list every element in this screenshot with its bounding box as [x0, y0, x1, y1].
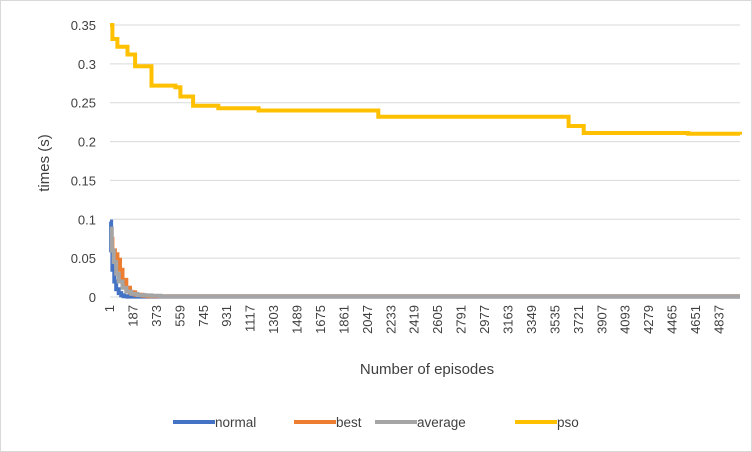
- y-tick-label: 0.05: [71, 251, 96, 266]
- series-line-pso: [110, 23, 742, 136]
- series-line-average: [109, 226, 740, 299]
- x-tick-label: 1: [102, 305, 117, 312]
- x-tick-label: 4279: [641, 305, 656, 334]
- x-tick-label: 4651: [688, 305, 703, 334]
- legend: normal best average pso: [173, 415, 579, 430]
- x-tick-label: 1117: [243, 305, 258, 332]
- x-tick-label: 2047: [360, 305, 375, 334]
- x-tick-label: 931: [219, 305, 234, 327]
- x-tick-label: 2233: [383, 305, 398, 334]
- series-line-normal: [109, 219, 740, 299]
- legend-label-pso: pso: [557, 415, 579, 430]
- x-tick-labels: 1 187 373 559 745 931 1117 1303 1489 1675 1861 2047…: [102, 305, 726, 334]
- series-lines: [109, 23, 742, 299]
- x-tick-label: 745: [196, 305, 211, 327]
- legend-label-best: best: [336, 415, 362, 430]
- y-tick-label: 0: [89, 290, 96, 305]
- x-tick-label: 2605: [430, 305, 445, 334]
- x-tick-label: 3907: [594, 305, 609, 334]
- y-tick-label: 0.2: [78, 135, 96, 150]
- x-tick-label: 559: [172, 305, 187, 327]
- gridlines: [110, 24, 740, 298]
- y-tick-label: 0.15: [71, 173, 96, 188]
- x-tick-label: 1303: [266, 305, 281, 334]
- legend-label-average: average: [417, 415, 466, 430]
- x-tick-label: 1861: [336, 305, 351, 334]
- y-tick-label: 0.25: [71, 96, 96, 111]
- y-tick-labels: 0 0.05 0.1 0.15 0.2 0.25 0.3 0.35: [71, 18, 96, 305]
- y-tick-label: 0.1: [78, 212, 96, 227]
- x-tick-label: 4837: [711, 305, 726, 334]
- x-tick-label: 373: [149, 305, 164, 327]
- x-tick-label: 4465: [665, 305, 680, 334]
- x-tick-label: 2791: [454, 305, 469, 334]
- x-tick-label: 2977: [477, 305, 492, 334]
- x-tick-label: 187: [125, 305, 140, 327]
- y-tick-label: 0.3: [78, 57, 96, 72]
- y-axis-title: times (s): [36, 134, 53, 192]
- y-tick-label: 0.35: [71, 18, 96, 33]
- series-line-best: [110, 236, 740, 299]
- x-tick-label: 4093: [618, 305, 633, 334]
- x-tick-label: 2419: [407, 305, 422, 334]
- x-tick-label: 3721: [571, 305, 586, 334]
- x-tick-label: 1489: [290, 305, 305, 334]
- x-axis-title: Number of episodes: [360, 361, 494, 378]
- x-tick-label: 3163: [500, 305, 515, 334]
- x-tick-label: 3349: [524, 305, 539, 334]
- x-tick-label: 1675: [313, 305, 328, 334]
- x-tick-label: 3535: [547, 305, 562, 334]
- legend-label-normal: normal: [215, 415, 256, 430]
